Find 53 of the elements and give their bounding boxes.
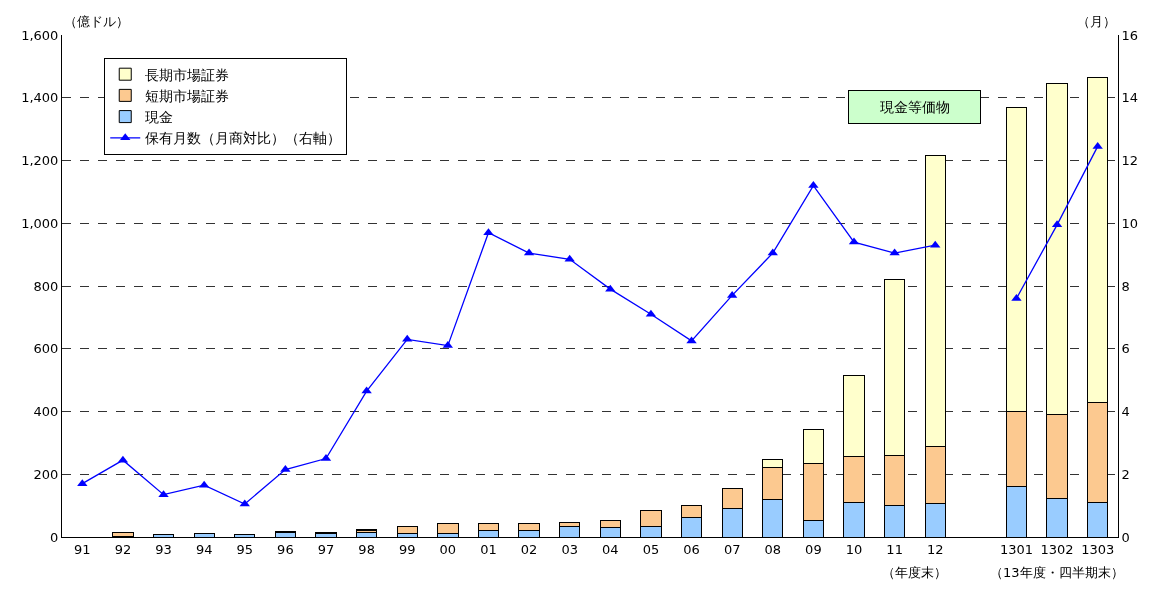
y2-axis-title: （月）: [1077, 14, 1116, 29]
y-tick-label: 800: [33, 278, 59, 294]
y2-tick-label: 4: [1121, 404, 1130, 420]
legend-label: 保有月数（月商対比）（右軸）: [145, 130, 342, 147]
x-tick-label: 96: [277, 541, 294, 557]
x-tick-label: 05: [642, 541, 660, 557]
x-tick-label: 00: [439, 541, 457, 557]
x-tick-label: 01: [480, 541, 497, 557]
x-tick-label: 99: [398, 541, 416, 557]
y-tick-label: 600: [33, 341, 59, 357]
y-tick-label: 400: [33, 404, 59, 420]
x-tick-label: 09: [805, 541, 822, 557]
y2-tick-label: 6: [1121, 341, 1130, 357]
x-tick-label: 06: [683, 541, 700, 557]
y2-tick-label: 16: [1121, 27, 1139, 43]
y-tick-label: 1,400: [21, 90, 59, 106]
x-tick-label: 1301: [999, 541, 1034, 557]
y-tick-label: 1,200: [21, 153, 59, 169]
legend-label: 長期市場証券: [145, 66, 230, 83]
y-tick-label: 1,000: [21, 215, 59, 231]
x-tick-label: 1303: [1081, 541, 1115, 557]
x-tick-label: 97: [317, 541, 335, 557]
annotation: 現金等価物: [879, 99, 950, 115]
legend-label: 短期市場証券: [145, 87, 230, 104]
y-tick-label: 1,600: [21, 27, 59, 43]
x-tick-label: 94: [195, 541, 213, 557]
x-tick-label: 98: [358, 541, 375, 557]
x-tick-label: 92: [114, 541, 132, 557]
label-box: 現金等価物: [848, 90, 981, 124]
x-tick-label: 12: [926, 541, 944, 557]
y-tick-label: 200: [33, 466, 59, 482]
y-axis-title: （億ドル）: [64, 14, 129, 29]
x-tick-label: 04: [602, 541, 619, 557]
y2-tick-label: 10: [1121, 215, 1139, 231]
x-tick-label: 07: [723, 541, 741, 557]
y2-tick-label: 8: [1121, 278, 1130, 294]
y2-tick-label: 14: [1121, 90, 1139, 106]
x-tick-label: 95: [236, 541, 254, 557]
text: （年度末）: [882, 565, 947, 580]
x-tick-label: 11: [886, 541, 903, 557]
legend-label: 現金: [145, 109, 174, 126]
y2-tick-label: 12: [1121, 153, 1139, 169]
y2-tick-label: 0: [1121, 529, 1130, 545]
x-tick-label: 10: [845, 541, 863, 557]
x-tick-label: 02: [520, 541, 538, 557]
x-tick-label: 91: [74, 541, 91, 557]
text: （13年度・四半期末）: [990, 565, 1124, 580]
x-tick-label: 93: [155, 541, 172, 557]
x-tick-label: 03: [561, 541, 578, 557]
x-tick-label: 1302: [1040, 541, 1074, 557]
y2-tick-label: 2: [1121, 466, 1130, 482]
x-tick-label: 08: [764, 541, 782, 557]
y-tick-label: 0: [50, 529, 59, 545]
